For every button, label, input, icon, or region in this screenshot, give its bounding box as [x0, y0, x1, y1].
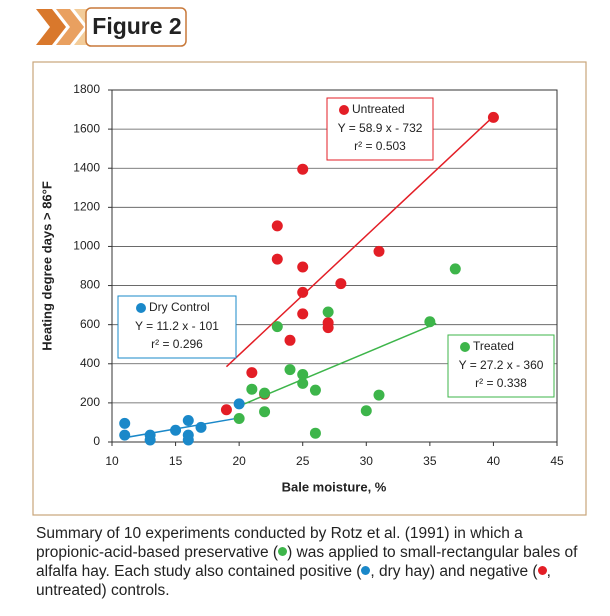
caption-text: , dry hay) and negative (	[370, 563, 538, 580]
chart: Figure 2 Heating degree days > 86°F Bale…	[32, 7, 587, 516]
point	[297, 286, 309, 298]
point	[424, 316, 436, 328]
x-tick-label: 35	[423, 454, 437, 468]
y-tick-label: 1200	[73, 200, 100, 214]
point	[259, 406, 271, 418]
y-tick-label: 400	[80, 356, 100, 370]
legend-r2: r² = 0.338	[475, 376, 527, 390]
x-tick-label: 25	[296, 454, 310, 468]
point	[271, 253, 283, 265]
point	[297, 261, 309, 273]
x-tick-label: 30	[360, 454, 374, 468]
legend-marker	[136, 303, 146, 313]
y-tick-label: 1600	[73, 121, 100, 135]
point	[284, 334, 296, 346]
point	[271, 321, 283, 333]
point	[322, 322, 334, 334]
point	[182, 414, 194, 426]
point	[297, 377, 309, 389]
point	[322, 306, 334, 318]
point	[284, 364, 296, 376]
caption-text: , untreated) controls.	[36, 563, 551, 599]
caption-dot	[278, 547, 288, 556]
y-tick-label: 200	[80, 395, 100, 409]
legend-equation: Y = 58.9 x - 732	[338, 121, 423, 135]
point	[195, 421, 207, 433]
point	[233, 398, 245, 410]
figure-label-box	[85, 7, 187, 47]
x-tick-label: 20	[232, 454, 246, 468]
point	[297, 369, 309, 381]
point	[119, 429, 131, 441]
legend-equation: Y = 27.2 x - 360	[459, 358, 544, 372]
point	[144, 434, 156, 446]
y-tick-label: 600	[80, 317, 100, 331]
point	[449, 263, 461, 275]
x-tick-label: 45	[550, 454, 564, 468]
caption-text: ) was applied to small-rectangular bales…	[36, 544, 578, 580]
point	[360, 405, 372, 417]
x-tick-label: 40	[487, 454, 501, 468]
point	[170, 424, 182, 436]
x-tick-label: 10	[105, 454, 119, 468]
y-tick-label: 800	[80, 278, 100, 292]
legend-equation: Y = 11.2 x - 101	[135, 319, 219, 333]
x-axis-label: Bale moisture, %	[282, 479, 387, 494]
point	[373, 245, 385, 257]
trend-line	[238, 322, 437, 407]
point	[246, 383, 258, 395]
point	[335, 278, 347, 290]
point	[297, 163, 309, 175]
legend-r2: r² = 0.296	[151, 337, 203, 351]
point	[233, 413, 245, 425]
legend-marker	[339, 105, 349, 115]
legend-name: Treated	[473, 339, 514, 353]
point	[220, 404, 232, 416]
plot-border	[111, 89, 558, 443]
caption-text: Summary of 10 experiments conducted by R…	[36, 525, 523, 561]
caption-dot	[361, 566, 371, 575]
figure-frame	[32, 61, 587, 516]
point	[373, 389, 385, 401]
point	[487, 111, 499, 123]
legend-marker	[460, 342, 470, 352]
caption-dot	[537, 566, 547, 575]
y-axis-label: Heating degree days > 86°F	[39, 181, 54, 351]
y-tick-label: 1800	[73, 82, 100, 96]
trend-line	[225, 115, 494, 368]
point	[182, 434, 194, 446]
point	[271, 220, 283, 232]
caption: Summary of 10 experiments conducted by R…	[36, 524, 581, 600]
point	[297, 308, 309, 320]
y-tick-label: 1000	[73, 239, 100, 253]
point	[309, 384, 321, 396]
point	[246, 367, 258, 379]
legend-r2: r² = 0.503	[354, 139, 406, 153]
point	[309, 427, 321, 439]
legend-name: Untreated	[352, 102, 405, 116]
y-tick-label: 1400	[73, 160, 100, 174]
y-tick-label: 0	[93, 434, 100, 448]
trend-line	[124, 417, 240, 439]
legend-name: Dry Control	[149, 300, 210, 314]
x-tick-label: 15	[169, 454, 183, 468]
point	[259, 387, 271, 399]
point	[119, 417, 131, 429]
figure-label: Figure 2	[92, 13, 181, 39]
